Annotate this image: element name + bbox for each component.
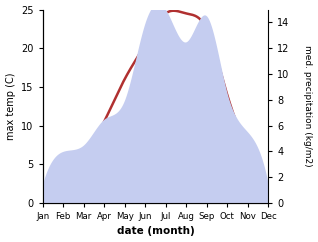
Y-axis label: med. precipitation (kg/m2): med. precipitation (kg/m2) xyxy=(303,45,313,167)
Y-axis label: max temp (C): max temp (C) xyxy=(5,72,16,140)
X-axis label: date (month): date (month) xyxy=(116,227,194,236)
